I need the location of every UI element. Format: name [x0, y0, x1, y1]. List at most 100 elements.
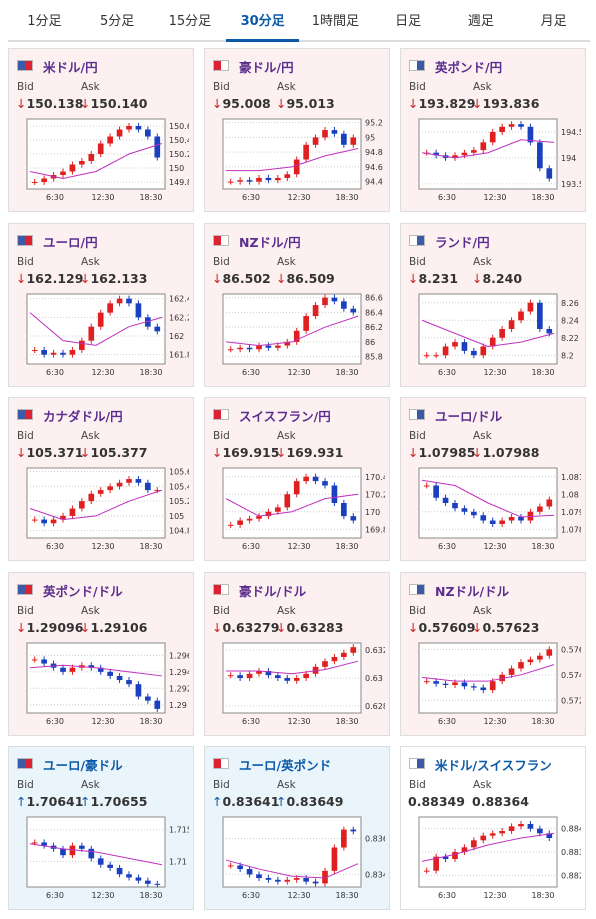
- arrow: ↓: [16, 96, 27, 111]
- bid-value: 0.88349: [408, 794, 465, 809]
- y-tick-label: 1.715: [169, 826, 189, 835]
- candle-body: [135, 479, 142, 483]
- candle-body: [489, 337, 496, 346]
- mini-chart: 94.4 94.6 94.8 95 95.2 6:30 12:30 18:30: [222, 118, 383, 202]
- candle-body: [31, 182, 38, 183]
- y-tick-label: 194: [561, 154, 576, 163]
- y-tick-label: 149.8: [169, 178, 189, 187]
- candle-body: [116, 298, 123, 303]
- candle-body: [116, 675, 123, 680]
- tab[interactable]: 日足: [395, 14, 422, 29]
- tab[interactable]: 1分足: [27, 14, 62, 29]
- candle-body: [275, 879, 281, 882]
- candle-body: [256, 345, 262, 349]
- pair-name: NZドル/ドル: [435, 583, 510, 599]
- x-tick-label: 18:30: [335, 891, 358, 900]
- ask-value: ↓150.140: [80, 96, 147, 111]
- candle-body: [331, 130, 338, 134]
- candle-body: [227, 674, 234, 676]
- candle-body: [97, 858, 104, 865]
- x-tick-label: 6:30: [46, 193, 64, 202]
- currency-card[interactable]: 英ポンド/ドルBidAsk↓1.29096↓1.291061.291.2921.…: [8, 571, 194, 736]
- candle-body: [275, 674, 281, 678]
- candle-body: [60, 352, 66, 355]
- candle-body: [527, 126, 534, 143]
- tab[interactable]: 月足: [540, 14, 567, 29]
- candle-body: [88, 664, 95, 668]
- candle-body: [31, 658, 38, 660]
- tab[interactable]: 5分足: [99, 14, 135, 29]
- tab[interactable]: 週足: [467, 14, 494, 29]
- candle-body: [97, 143, 104, 154]
- flag-icon: [409, 60, 425, 71]
- flag-icon: [17, 583, 33, 595]
- flag-icon: [17, 409, 33, 420]
- y-tick-label: 1.294: [169, 667, 189, 676]
- candle-body: [293, 330, 300, 342]
- candle-body: [546, 328, 553, 333]
- candle-body: [322, 297, 328, 305]
- candle-body: [107, 302, 113, 313]
- candle-body: [442, 346, 449, 355]
- candle-body: [442, 683, 449, 685]
- currency-card[interactable]: ランド/円 Bid Ask ↓8.231 ↓8.240 8.2 8.22 8.24 8.26 6:…: [400, 222, 586, 387]
- mini-chart: 0.834 0.836 6:30 12:30 18:30: [222, 816, 385, 900]
- ask-price: 0.88364: [472, 794, 529, 809]
- currency-card[interactable]: ユーロ/円BidAsk↓162.129↓162.133161.8162162.2…: [8, 222, 194, 387]
- pair-name: ユーロ/英ポンド: [239, 758, 332, 773]
- pair-name: ランド/円: [435, 234, 490, 250]
- candle-body: [508, 667, 515, 675]
- currency-card[interactable]: NZドル/円 Bid Ask ↓86.502 ↓86.509 85.8 86 86.2 86.4…: [204, 222, 390, 387]
- moving-average: [226, 660, 359, 674]
- x-tick-label: 6:30: [46, 368, 64, 377]
- candle-body: [126, 874, 132, 878]
- candle-body: [69, 349, 76, 355]
- candle-body: [135, 877, 142, 881]
- y-tick-label: 1.71: [169, 858, 187, 867]
- candle-body: [135, 126, 142, 130]
- pair-name: スイスフラン/円: [239, 409, 331, 424]
- candle-body: [461, 847, 468, 852]
- candle-body: [293, 481, 300, 495]
- bid-label: Bid: [17, 255, 34, 268]
- currency-card[interactable]: 豪ドル/ドルBidAsk↓0.63279↓0.632830.6280.630.6…: [204, 571, 390, 736]
- candle-body: [107, 671, 113, 676]
- pair-name: ユーロ/円: [43, 234, 98, 250]
- x-tick-label: 6:30: [438, 891, 456, 900]
- candle-body: [312, 137, 319, 145]
- y-tick-label: 0.882: [561, 871, 581, 880]
- moving-average: [226, 147, 359, 172]
- plot-area: [222, 467, 362, 539]
- ask-price: 0.57623: [482, 619, 540, 635]
- currency-card[interactable]: NZドル/ドルBidAsk↓0.57609↓0.576230.5720.5740…: [400, 571, 586, 736]
- currency-card[interactable]: 豪ドル/円 Bid Ask ↓95.008 ↓95.013 94.4 94.6 94.8 95 9…: [204, 48, 390, 212]
- tab[interactable]: 30分足: [226, 0, 299, 42]
- candle-body: [518, 124, 524, 127]
- y-tick-label: 162.2: [169, 313, 189, 322]
- y-tick-label: 170.2: [365, 490, 385, 499]
- plot-area: [418, 293, 558, 364]
- plot-area: [222, 816, 362, 888]
- currency-card[interactable]: ユーロ/豪ドルBidAsk↑1.70641↑1.706551.711.7156:…: [8, 746, 194, 910]
- y-tick-label: 0.632: [365, 646, 385, 655]
- currency-card[interactable]: 米ドル/スイスフラン Bid Ask 0.88349 0.88364 0.882 0.883…: [400, 746, 586, 910]
- candle-body: [350, 516, 357, 521]
- y-tick-label: 0.884: [561, 825, 581, 834]
- currency-card[interactable]: 英ポンド/円BidAsk↓193.829↓193.836193.5194194.…: [400, 48, 586, 212]
- currency-card[interactable]: スイスフラン/円BidAsk↓169.915↓169.931169.817017…: [204, 397, 390, 561]
- ask-value: ↓0.63283: [276, 620, 343, 635]
- currency-card[interactable]: 米ドル/円BidAsk↓150.138↓150.140149.8150150.2…: [8, 48, 194, 212]
- currency-card[interactable]: ユーロ/ドルBidAsk↓1.07985↓1.079881.0781.0791.…: [400, 397, 586, 561]
- tab[interactable]: 15分足: [168, 14, 212, 29]
- y-tick-label: 105.6: [169, 468, 189, 477]
- candle-body: [237, 520, 243, 525]
- candle-body: [237, 180, 243, 182]
- tab[interactable]: 1時間足: [311, 14, 360, 29]
- currency-card[interactable]: ユーロ/英ポンドBidAsk↑0.83641↑0.836490.8340.836…: [204, 746, 390, 910]
- y-tick-label: 105.4: [169, 482, 189, 491]
- candle-body: [350, 829, 357, 832]
- currency-card[interactable]: カナダドル/円BidAsk↓105.371↓105.377104.8105105…: [8, 397, 194, 561]
- candle-body: [433, 354, 439, 356]
- bid-label: Bid: [409, 604, 426, 617]
